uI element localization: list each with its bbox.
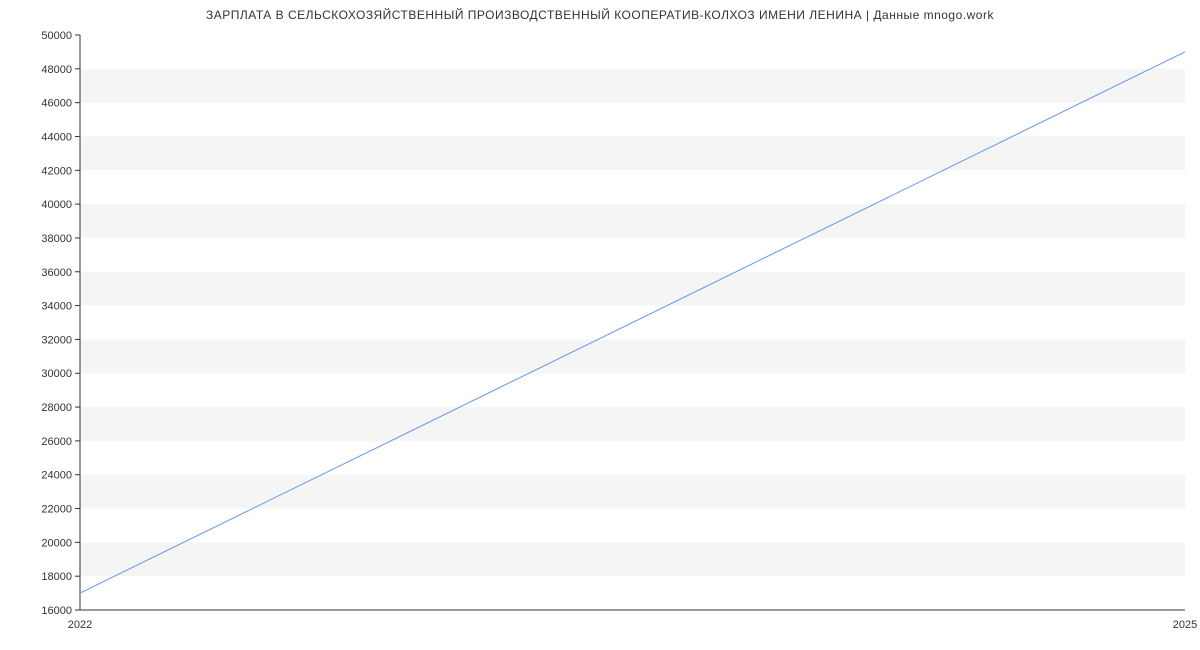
y-tick-label: 46000 — [41, 98, 72, 110]
y-tick-label: 42000 — [41, 165, 72, 177]
y-tick-label: 24000 — [41, 470, 72, 482]
y-tick-label: 28000 — [41, 402, 72, 414]
x-tick-label: 2022 — [68, 619, 92, 631]
chart-svg: 16000 18000 20000 22000 24000 26000 28000 30000… — [0, 0, 1200, 650]
y-tick-label: 44000 — [41, 131, 72, 143]
grid-band — [80, 407, 1185, 441]
grid-band — [80, 542, 1185, 576]
y-tick-label: 34000 — [41, 301, 72, 313]
grid-band — [80, 238, 1185, 272]
grid-band — [80, 509, 1185, 543]
grid-band — [80, 170, 1185, 204]
grid-band — [80, 339, 1185, 373]
grid-band — [80, 373, 1185, 407]
y-tick-label: 38000 — [41, 233, 72, 245]
y-tick-label: 40000 — [41, 199, 72, 211]
grid-band — [80, 272, 1185, 306]
y-tick-label: 18000 — [41, 571, 72, 583]
grid-band — [80, 103, 1185, 137]
grid-band — [80, 136, 1185, 170]
grid-band — [80, 576, 1185, 610]
y-tick-label: 26000 — [41, 436, 72, 448]
x-tick-label: 2025 — [1173, 619, 1197, 631]
y-tick-label: 20000 — [41, 537, 72, 549]
y-tick-label: 48000 — [41, 64, 72, 76]
grid-band — [80, 441, 1185, 475]
y-tick-label: 36000 — [41, 267, 72, 279]
grid-band — [80, 204, 1185, 238]
y-tick-label: 16000 — [41, 605, 72, 617]
grid-band — [80, 35, 1185, 69]
y-tick-label: 22000 — [41, 504, 72, 516]
grid-band — [80, 69, 1185, 103]
grid-band — [80, 475, 1185, 509]
line-chart: ЗАРПЛАТА В СЕЛЬСКОХОЗЯЙСТВЕННЫЙ ПРОИЗВОД… — [0, 0, 1200, 650]
y-tick-label: 32000 — [41, 334, 72, 346]
y-tick-label: 50000 — [41, 30, 72, 42]
y-tick-label: 30000 — [41, 368, 72, 380]
